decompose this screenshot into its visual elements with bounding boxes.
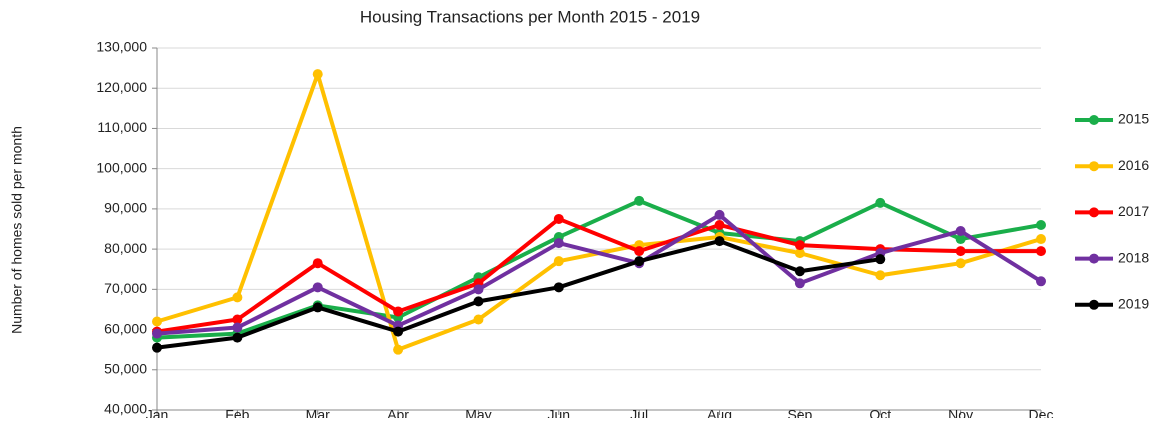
data-point xyxy=(152,342,162,353)
x-tick-label: Sep xyxy=(787,407,812,418)
data-point xyxy=(955,246,966,257)
legend-marker xyxy=(1089,253,1099,264)
y-tick-label: 100,000 xyxy=(96,159,147,175)
x-tick-label: Feb xyxy=(225,407,249,418)
data-point xyxy=(955,226,966,237)
data-point xyxy=(794,248,805,259)
y-axis-title: Number of homes sold per month xyxy=(9,126,25,334)
x-tick-label: Jun xyxy=(548,407,571,418)
series-line xyxy=(156,212,1043,336)
data-point xyxy=(553,238,564,249)
legend-marker xyxy=(1089,299,1099,310)
data-point xyxy=(473,296,484,307)
y-tick-label: 60,000 xyxy=(104,320,147,336)
data-point xyxy=(634,195,645,206)
series-line xyxy=(156,72,1042,352)
data-point xyxy=(312,302,323,313)
legend-label: 2019 xyxy=(1118,296,1149,312)
data-point xyxy=(393,306,404,317)
data-point xyxy=(794,266,805,277)
x-tick-label: Oct xyxy=(869,407,891,418)
data-point xyxy=(634,246,645,257)
y-tick-label: 80,000 xyxy=(104,240,147,256)
data-point xyxy=(393,326,404,337)
data-point xyxy=(232,332,243,343)
x-tick-label: Jan xyxy=(146,407,169,418)
data-point xyxy=(232,322,243,333)
data-point xyxy=(553,282,564,293)
data-point xyxy=(553,256,564,267)
x-tick-label: Aug xyxy=(707,407,732,418)
legend-label: 2015 xyxy=(1118,111,1149,127)
x-tick-label: Mar xyxy=(306,407,330,418)
data-point xyxy=(955,258,966,269)
data-point xyxy=(312,69,323,80)
y-tick-label: 130,000 xyxy=(96,39,147,55)
legend-label: 2017 xyxy=(1118,203,1149,219)
data-point xyxy=(312,282,323,293)
data-point xyxy=(714,209,725,220)
data-point xyxy=(1036,276,1046,287)
y-tick-label: 70,000 xyxy=(104,280,147,296)
data-point xyxy=(473,314,484,325)
x-tick-label: Apr xyxy=(387,407,409,418)
x-tick-label: Nov xyxy=(948,407,973,418)
y-tick-label: 40,000 xyxy=(104,401,147,417)
data-point xyxy=(232,314,243,325)
series-line xyxy=(156,239,881,350)
chart-title: Housing Transactions per Month 2015 - 20… xyxy=(360,7,700,26)
data-point xyxy=(152,328,162,339)
data-point xyxy=(312,258,323,269)
data-point xyxy=(794,278,805,289)
data-point xyxy=(714,219,725,230)
y-tick-label: 120,000 xyxy=(96,79,147,95)
legend-marker xyxy=(1089,115,1099,125)
data-point xyxy=(553,213,564,224)
legend-marker xyxy=(1089,207,1099,218)
series-line xyxy=(156,198,1042,340)
data-point xyxy=(1036,219,1046,230)
data-point xyxy=(393,344,404,355)
legend-label: 2016 xyxy=(1118,157,1149,173)
data-point xyxy=(875,197,886,208)
data-point xyxy=(1036,246,1046,257)
data-point xyxy=(875,254,886,265)
data-point xyxy=(473,284,484,295)
data-point xyxy=(232,292,243,303)
data-point xyxy=(714,236,725,247)
x-tick-label: Dec xyxy=(1029,407,1054,418)
y-tick-label: 90,000 xyxy=(104,200,147,216)
data-point xyxy=(794,240,805,251)
y-tick-label: 50,000 xyxy=(104,360,147,376)
data-point xyxy=(152,316,162,327)
data-point xyxy=(955,234,966,245)
x-tick-label: May xyxy=(465,407,491,418)
data-point xyxy=(634,256,645,267)
data-point xyxy=(875,270,886,281)
y-tick-label: 110,000 xyxy=(97,119,147,135)
legend-label: 2018 xyxy=(1118,249,1149,265)
legend-marker xyxy=(1089,161,1099,172)
data-point xyxy=(1036,234,1046,245)
x-tick-label: Jul xyxy=(630,407,648,418)
